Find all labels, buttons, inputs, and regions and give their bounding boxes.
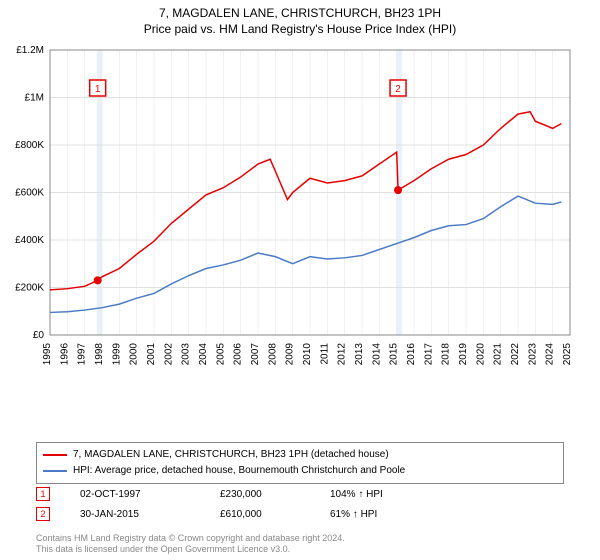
svg-text:1995: 1995: [42, 343, 53, 366]
svg-text:£400K: £400K: [15, 235, 44, 246]
svg-text:1: 1: [95, 84, 101, 95]
svg-text:2: 2: [395, 84, 401, 95]
legend-swatch: [43, 470, 67, 472]
chart-title-line1: 7, MAGDALEN LANE, CHRISTCHURCH, BH23 1PH: [0, 0, 600, 20]
legend-label: HPI: Average price, detached house, Bour…: [73, 463, 405, 479]
svg-text:2011: 2011: [319, 343, 330, 365]
svg-text:2002: 2002: [163, 343, 174, 366]
svg-text:2025: 2025: [562, 343, 573, 366]
svg-text:2006: 2006: [233, 343, 244, 366]
legend-item: HPI: Average price, detached house, Bour…: [43, 463, 557, 479]
sale-price: £230,000: [220, 489, 300, 500]
svg-text:2022: 2022: [510, 343, 521, 366]
svg-text:2009: 2009: [285, 343, 296, 366]
sale-hpi: 104% ↑ HPI: [330, 489, 430, 500]
chart-container: 7, MAGDALEN LANE, CHRISTCHURCH, BH23 1PH…: [0, 0, 600, 560]
svg-text:2023: 2023: [527, 343, 538, 366]
chart-title-line2: Price paid vs. HM Land Registry's House …: [0, 20, 600, 36]
svg-text:£600K: £600K: [15, 188, 44, 199]
sale-date: 02-OCT-1997: [80, 489, 190, 500]
sales-table: 1 02-OCT-1997 £230,000 104% ↑ HPI 2 30-J…: [36, 484, 430, 524]
svg-text:2016: 2016: [406, 343, 417, 366]
svg-text:2001: 2001: [146, 343, 157, 366]
sale-price: £610,000: [220, 509, 300, 520]
svg-text:1999: 1999: [111, 343, 122, 366]
svg-text:2010: 2010: [302, 343, 313, 366]
svg-text:2005: 2005: [215, 343, 226, 366]
svg-text:£200K: £200K: [15, 283, 44, 294]
sale-marker-number: 1: [40, 489, 45, 499]
sale-row: 2 30-JAN-2015 £610,000 61% ↑ HPI: [36, 504, 430, 524]
price-chart: 12£0£200K£400K£600K£800K£1M£1.2M19951996…: [50, 45, 580, 390]
svg-text:2020: 2020: [475, 343, 486, 366]
svg-text:2014: 2014: [371, 343, 382, 366]
svg-text:2024: 2024: [545, 343, 556, 366]
footer-line: This data is licensed under the Open Gov…: [36, 544, 345, 556]
svg-text:2013: 2013: [354, 343, 365, 366]
footer-attribution: Contains HM Land Registry data © Crown c…: [36, 533, 345, 556]
legend-swatch: [43, 454, 67, 456]
footer-line: Contains HM Land Registry data © Crown c…: [36, 533, 345, 545]
sale-marker-number: 2: [40, 509, 45, 519]
svg-text:£1M: £1M: [25, 93, 44, 104]
svg-text:2019: 2019: [458, 343, 469, 366]
sale-row: 1 02-OCT-1997 £230,000 104% ↑ HPI: [36, 484, 430, 504]
svg-text:2008: 2008: [267, 343, 278, 366]
svg-text:2021: 2021: [493, 343, 504, 366]
svg-text:2015: 2015: [389, 343, 400, 366]
svg-text:2007: 2007: [250, 343, 261, 366]
svg-text:£1.2M: £1.2M: [16, 45, 44, 56]
legend-item: 7, MAGDALEN LANE, CHRISTCHURCH, BH23 1PH…: [43, 447, 557, 463]
svg-text:2018: 2018: [441, 343, 452, 366]
svg-text:2017: 2017: [423, 343, 434, 366]
sale-marker-box: 1: [36, 487, 50, 501]
svg-text:£0: £0: [33, 330, 45, 341]
svg-text:1998: 1998: [94, 343, 105, 366]
svg-text:2000: 2000: [129, 343, 140, 366]
legend: 7, MAGDALEN LANE, CHRISTCHURCH, BH23 1PH…: [36, 442, 564, 484]
legend-label: 7, MAGDALEN LANE, CHRISTCHURCH, BH23 1PH…: [73, 447, 389, 463]
svg-text:2012: 2012: [337, 343, 348, 366]
svg-text:1997: 1997: [77, 343, 88, 366]
svg-text:2003: 2003: [181, 343, 192, 366]
svg-text:2004: 2004: [198, 343, 209, 366]
sale-date: 30-JAN-2015: [80, 509, 190, 520]
svg-text:£800K: £800K: [15, 140, 44, 151]
sale-marker-box: 2: [36, 507, 50, 521]
svg-text:1996: 1996: [59, 343, 70, 366]
sale-hpi: 61% ↑ HPI: [330, 509, 430, 520]
